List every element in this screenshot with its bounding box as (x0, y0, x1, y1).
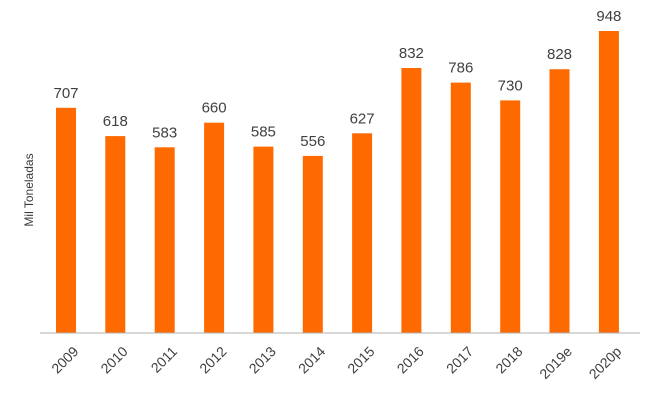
x-tick-label-2012: 2012 (196, 343, 229, 376)
bar-2016 (401, 68, 422, 333)
data-label-2017: 786 (448, 60, 473, 77)
data-labels-group: 707 618 583 660 585 556 627 832 786 730 828 948 (53, 8, 621, 150)
x-tick-label-2020p: 2020p (586, 343, 625, 382)
y-axis-label: Mil Toneladas (22, 153, 36, 226)
data-label-2020p: 948 (596, 8, 621, 25)
bar-2010 (105, 136, 126, 333)
x-tick-label-2016: 2016 (394, 343, 427, 376)
bar-2017 (450, 82, 471, 333)
bars-group (56, 31, 619, 334)
bar-2019e (549, 69, 570, 333)
x-tick-label-2015: 2015 (344, 343, 377, 376)
data-label-2011: 583 (152, 124, 177, 141)
x-tick-label-2010: 2010 (97, 343, 130, 376)
data-label-2018: 730 (498, 77, 523, 94)
data-label-2014: 556 (300, 133, 325, 150)
bar-2015 (352, 133, 373, 333)
x-tick-label-2013: 2013 (246, 343, 279, 376)
x-tick-label-2014: 2014 (295, 343, 328, 376)
data-label-2013: 585 (251, 124, 276, 141)
data-label-2015: 627 (350, 110, 375, 127)
x-tick-label-2018: 2018 (492, 343, 525, 376)
data-label-2016: 832 (399, 45, 424, 62)
bar-2013 (253, 146, 274, 333)
bar-2018 (500, 100, 521, 334)
x-tick-label-2019e: 2019e (536, 343, 575, 382)
data-label-2010: 618 (103, 113, 128, 130)
x-tick-labels-group: 2009 2010 2011 2012 2013 2014 2015 2016 2017 2018… (48, 343, 624, 382)
x-tick-label-2011: 2011 (148, 343, 181, 376)
bar-2014 (302, 155, 323, 333)
data-label-2009: 707 (53, 85, 78, 102)
data-label-2019e: 828 (547, 46, 572, 63)
x-tick-label-2009: 2009 (48, 343, 81, 376)
bar-2020p (598, 31, 619, 333)
bar-2012 (204, 122, 225, 333)
x-tick-label-2017: 2017 (443, 343, 476, 376)
data-label-2012: 660 (202, 100, 227, 117)
bar-2009 (56, 107, 76, 333)
bar-2011 (154, 147, 175, 333)
